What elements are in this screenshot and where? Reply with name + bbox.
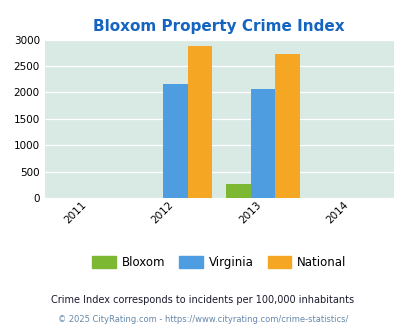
Legend: Bloxom, Virginia, National: Bloxom, Virginia, National	[87, 251, 350, 274]
Bar	[226, 184, 250, 198]
Bar	[250, 89, 275, 198]
Bar	[275, 54, 299, 198]
Title: Bloxom Property Crime Index: Bloxom Property Crime Index	[93, 19, 344, 34]
Bar	[163, 84, 188, 198]
Bar	[188, 47, 212, 198]
Text: © 2025 CityRating.com - https://www.cityrating.com/crime-statistics/: © 2025 CityRating.com - https://www.city…	[58, 314, 347, 324]
Text: Crime Index corresponds to incidents per 100,000 inhabitants: Crime Index corresponds to incidents per…	[51, 295, 354, 305]
